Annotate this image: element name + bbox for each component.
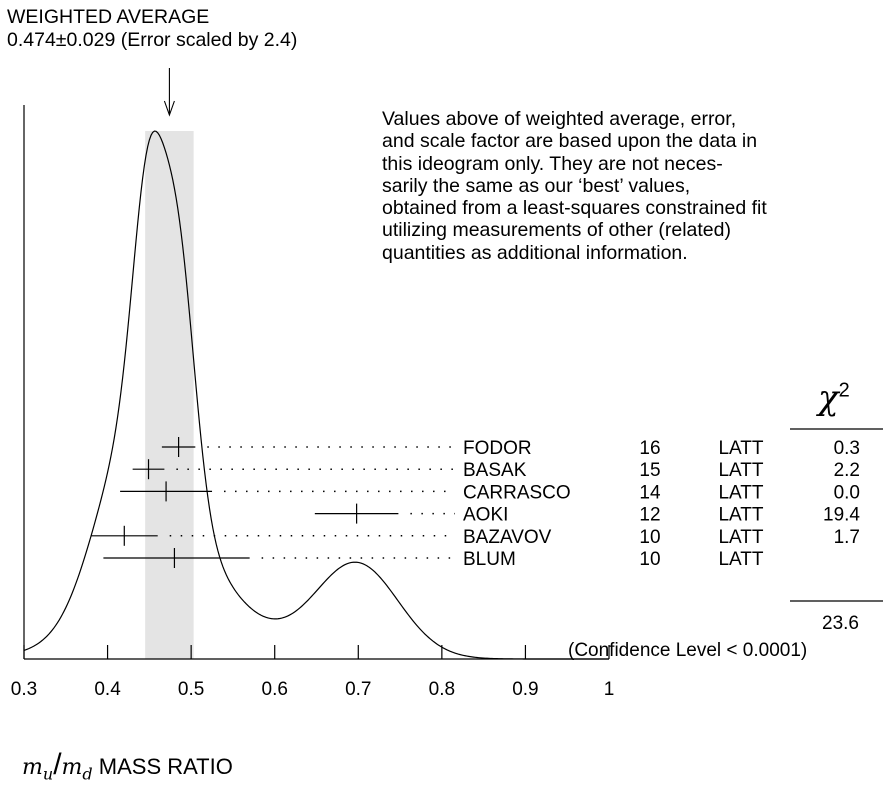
year-label: 16	[639, 438, 660, 459]
technique-label: LATT	[718, 482, 763, 503]
author-label: AOKI	[463, 505, 508, 526]
x-tick-label: 0.3	[11, 679, 37, 700]
confidence-level: (Confidence Level < 0.0001)	[568, 640, 808, 661]
note-line: Values above of weighted average, error,	[382, 108, 737, 130]
x-tick-label: 0.5	[178, 679, 204, 700]
note-line: this ideogram only. They are not neces-	[382, 152, 723, 175]
chi2-total: 23.6	[822, 613, 859, 634]
weighted-average-label: WEIGHTED AVERAGE 0.474±0.029 (Error scal…	[7, 6, 297, 52]
average-band	[145, 131, 194, 659]
chi2-value: 1.7	[834, 527, 860, 548]
note-line: quantities as additional information.	[382, 241, 688, 264]
chi2-header: χ2	[818, 378, 850, 418]
chi2-value: 0.3	[834, 438, 860, 459]
x-tick-label: 1	[604, 679, 615, 700]
author-label: BLUM	[463, 549, 516, 570]
author-label: FODOR	[463, 438, 532, 459]
chi2-value: 19.4	[823, 505, 860, 526]
x-tick-label: 0.7	[345, 679, 371, 700]
year-label: 15	[639, 460, 660, 481]
author-label: BASAK	[463, 460, 527, 481]
year-label: 14	[639, 482, 661, 503]
note-line: sarily the same as our ‘best’ values,	[382, 174, 691, 197]
year-label: 10	[639, 549, 660, 570]
note-line: and scale factor are based upon the data…	[382, 130, 758, 153]
chi2-value: 0.0	[834, 482, 860, 503]
weighted-average-value: 0.474±0.029 (Error scaled by 2.4)	[7, 29, 298, 51]
chi2-value: 2.2	[834, 460, 860, 481]
x-tick-label: 0.4	[94, 679, 121, 700]
explanatory-note: Values above of weighted average, error,…	[382, 108, 882, 264]
x-tick-label: 0.9	[512, 679, 538, 700]
technique-label: LATT	[718, 505, 763, 526]
x-axis-label: mu/md MASS RATIO	[22, 748, 233, 784]
weighted-average-title: WEIGHTED AVERAGE	[7, 6, 210, 28]
author-label: BAZAVOV	[463, 527, 552, 548]
year-label: 10	[639, 527, 660, 548]
technique-label: LATT	[718, 460, 763, 481]
technique-label: LATT	[718, 527, 763, 548]
technique-label: LATT	[718, 438, 763, 459]
x-tick-label: 0.6	[262, 679, 288, 700]
ideogram-curve	[23, 130, 609, 660]
year-label: 12	[639, 505, 660, 526]
average-arrowhead	[163, 100, 175, 117]
author-label: CARRASCO	[463, 482, 571, 503]
note-line: utilizing measurements of other (related…	[382, 219, 731, 242]
note-line: obtained from a least-squares constraine…	[382, 197, 767, 220]
x-tick-label: 0.8	[429, 679, 455, 700]
technique-label: LATT	[718, 549, 763, 570]
